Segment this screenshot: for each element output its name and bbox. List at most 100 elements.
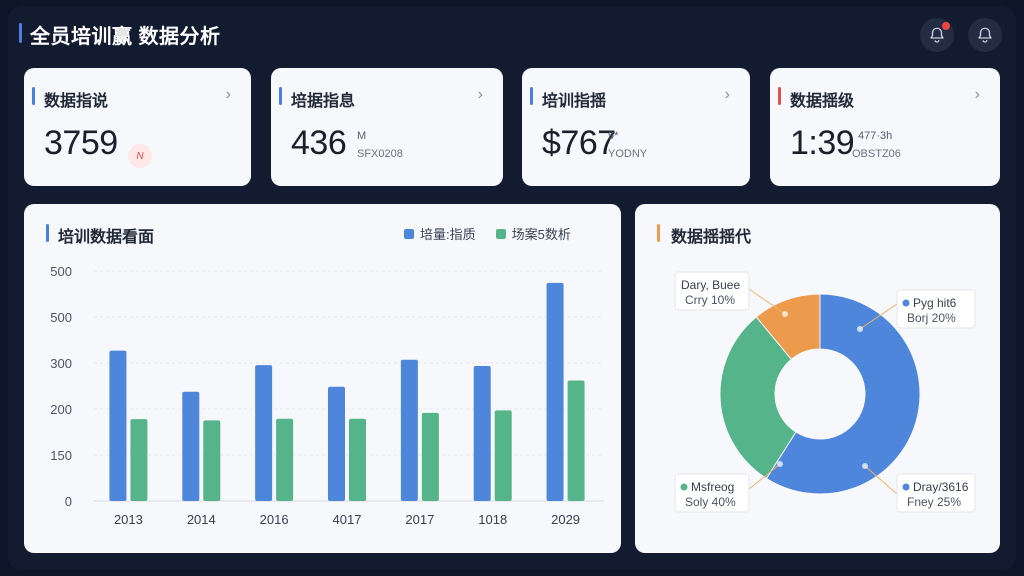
kpi-subtext: YODNY xyxy=(608,148,648,160)
legend-item[interactable]: 场案5数析 xyxy=(495,224,571,243)
bar-series-1[interactable] xyxy=(255,365,273,501)
kpi-card-3[interactable]: 培训指揺 › $767 9* YODNY xyxy=(522,68,750,186)
chart-legend: 培量:指质 场案5数析 xyxy=(404,224,571,243)
chevron-right-icon[interactable]: › xyxy=(724,86,730,103)
kpi-card-2[interactable]: 培据指息 › 436 M SFX0208 xyxy=(271,68,503,186)
callout-percent: Borj 20% xyxy=(907,311,956,325)
legend-swatch xyxy=(495,228,506,239)
callout-label: Msfreog xyxy=(691,480,734,494)
y-tick-label: 200 xyxy=(50,402,72,417)
kpi-unit: M xyxy=(357,130,367,142)
callout-percent: Crry 10% xyxy=(685,293,735,307)
header: 全员培训赢 数据分析 xyxy=(8,6,1016,62)
kpi-accent xyxy=(279,87,282,105)
kpi-value: 1:39 xyxy=(790,124,855,162)
leader-line xyxy=(748,288,786,315)
kpi-label: 培训指揺 xyxy=(542,93,607,110)
kpi-label: 数据指说 xyxy=(44,93,109,110)
kpi-unit: 477·3h xyxy=(858,130,893,142)
chevron-right-icon[interactable]: › xyxy=(477,86,483,103)
kpi-value: 3759 xyxy=(44,124,118,162)
callout-label: Pyg hit6 xyxy=(913,296,957,310)
callout-percent: Soly 40% xyxy=(685,495,736,509)
y-tick-label: 500 xyxy=(50,310,72,325)
bar-series-1[interactable] xyxy=(546,282,564,501)
callout-swatch xyxy=(902,483,910,491)
bar-series-2[interactable] xyxy=(567,380,585,502)
x-tick-label: 4017 xyxy=(333,512,362,527)
bar-series-1[interactable] xyxy=(473,365,491,501)
y-tick-label: 500 xyxy=(50,264,72,279)
bell-icon xyxy=(930,27,944,43)
panel-accent xyxy=(657,224,660,242)
panel-accent xyxy=(46,224,49,242)
leader-line xyxy=(859,303,898,330)
donut-slice[interactable] xyxy=(765,293,921,495)
x-tick-label: 2013 xyxy=(114,512,143,527)
bar-series-2[interactable] xyxy=(494,410,512,501)
kpi-card-4[interactable]: 数据揺级 › 1:39 477·3h OBSTZ06 xyxy=(770,68,1000,186)
bar-chart-panel: 培训数据看面 培量:指质 场案5数析 0 150 200 300 500 500 2013 2… xyxy=(24,204,621,553)
x-tick-label: 1018 xyxy=(478,512,507,527)
x-tick-label: 2016 xyxy=(260,512,289,527)
bar-series-1[interactable] xyxy=(109,350,127,501)
panel-title: 数据揺揺代 xyxy=(671,229,752,246)
chevron-right-icon[interactable]: › xyxy=(225,86,231,103)
leader-line xyxy=(864,465,898,495)
bar-series-1[interactable] xyxy=(400,359,418,501)
kpi-value: $767 xyxy=(542,124,616,162)
kpi-subtext: SFX0208 xyxy=(357,148,403,160)
x-tick-label: 2029 xyxy=(551,512,580,527)
legend-label: 培量:指质 xyxy=(420,227,476,242)
slice-marker xyxy=(782,311,788,317)
leader-line xyxy=(748,463,781,490)
bar-series-1[interactable] xyxy=(182,391,200,501)
slice-marker xyxy=(777,461,783,467)
bar-series-2[interactable] xyxy=(421,412,439,501)
callout-box xyxy=(896,289,976,329)
donut-chart-panel: 数据揺揺代 Dary, Buee Crry 10% Pyg hit6 Borj 20%… xyxy=(635,204,1000,553)
callout-box xyxy=(674,271,750,311)
kpi-value: 436 xyxy=(291,124,347,162)
bar-series-2[interactable] xyxy=(203,420,221,501)
bell-icon xyxy=(978,27,992,43)
bar-chart: 0 150 200 300 500 500 2013 2014 2016 4017 2017 1018… xyxy=(50,264,604,527)
trend-badge: N xyxy=(128,144,152,168)
alerts-button[interactable] xyxy=(968,18,1002,52)
callout-label: Dary, Buee xyxy=(681,278,740,292)
y-tick-label: 300 xyxy=(50,356,72,371)
callout-percent: Fney 25% xyxy=(907,495,961,509)
legend-swatch xyxy=(404,228,414,239)
callout-box xyxy=(896,473,976,513)
callout-swatch xyxy=(680,483,688,491)
kpi-subtext: OBSTZ06 xyxy=(852,148,901,160)
kpi-accent xyxy=(778,87,781,105)
legend-label: 场案5数析 xyxy=(511,227,571,242)
bar-series-2[interactable] xyxy=(130,419,148,501)
kpi-unit: 9* xyxy=(608,130,619,142)
legend-item[interactable]: 培量:指质 xyxy=(404,224,476,243)
slice-marker xyxy=(857,326,863,332)
notification-badge xyxy=(942,22,950,30)
kpi-card-1[interactable]: 数据指说 › 3759 N xyxy=(24,68,251,186)
dashboard: 全员培训赢 数据分析 数据指说 › 3759 N 培据指息 › 436 M SF… xyxy=(8,6,1016,570)
bar-series-2[interactable] xyxy=(349,418,366,501)
chevron-right-icon[interactable]: › xyxy=(974,86,980,103)
x-tick-label: 2017 xyxy=(405,512,434,527)
donut-slice[interactable] xyxy=(719,316,797,480)
donut-slice[interactable] xyxy=(755,293,821,361)
notifications-button[interactable] xyxy=(920,18,954,52)
y-tick-label: 150 xyxy=(50,448,72,463)
x-tick-label: 2014 xyxy=(187,512,216,527)
bar-series-1[interactable] xyxy=(328,386,345,501)
panel-title: 培训数据看面 xyxy=(58,229,155,246)
kpi-accent xyxy=(32,87,35,105)
callout-label: Dray/3616 xyxy=(913,480,969,494)
bar-series-2[interactable] xyxy=(276,418,294,501)
kpi-label: 培据指息 xyxy=(291,93,356,110)
kpi-label: 数据揺级 xyxy=(790,93,855,110)
slice-marker xyxy=(862,463,868,469)
y-tick-label: 0 xyxy=(65,494,72,509)
kpi-accent xyxy=(530,87,533,105)
